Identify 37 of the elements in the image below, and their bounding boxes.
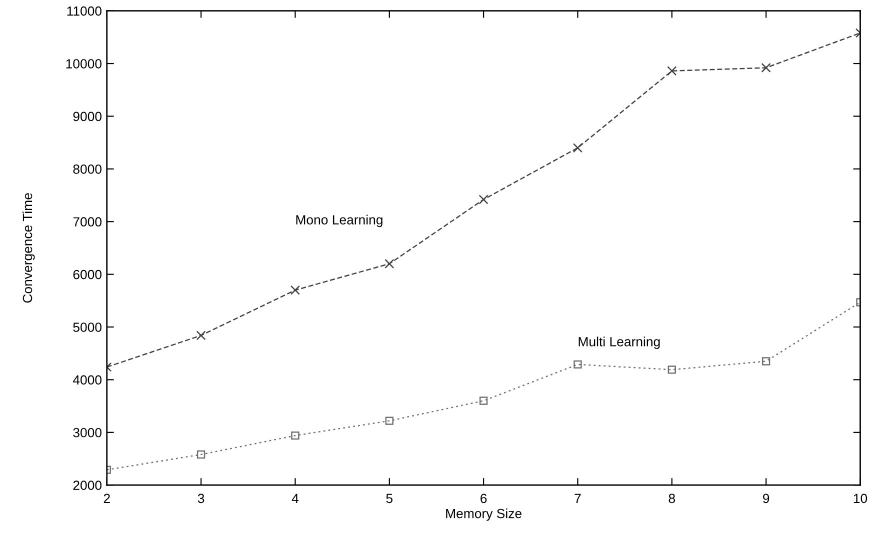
point <box>572 143 583 153</box>
y-tick-label: 5000 <box>73 322 102 332</box>
point <box>667 66 677 76</box>
y-axis-title: Convergence Time <box>22 193 35 303</box>
point <box>196 450 206 459</box>
point <box>479 396 488 405</box>
point <box>478 194 488 204</box>
y-tick-label: 10000 <box>66 59 102 68</box>
y-tick-label: 7000 <box>73 217 102 227</box>
x-tick-label: 3 <box>198 494 204 504</box>
y-tick-label: 9000 <box>73 112 102 122</box>
x-tick-label: 8 <box>668 494 675 504</box>
point <box>385 416 394 425</box>
y-tick-label: 4000 <box>72 375 102 385</box>
x-tick-label: 9 <box>763 494 770 504</box>
y-tick-label: 6000 <box>73 270 102 280</box>
y-tick-label: 2000 <box>73 480 102 490</box>
point <box>761 62 771 73</box>
point <box>668 366 676 374</box>
x-tick-label: 2 <box>104 494 110 503</box>
point <box>384 258 394 269</box>
point <box>574 360 582 369</box>
y-tick-label: 3000 <box>73 428 102 438</box>
x-tick-label: 10 <box>854 494 868 504</box>
point <box>290 285 300 295</box>
x-tick-label: 7 <box>574 494 581 503</box>
x-tick-label: 5 <box>386 494 392 504</box>
series-label: Multi Learning <box>578 336 660 349</box>
x-tick-label: 6 <box>480 494 487 504</box>
x-tick-label: 4 <box>292 494 298 503</box>
text: Mono Learning <box>296 214 382 228</box>
y-tick-label: 8000 <box>73 164 102 174</box>
point <box>196 330 206 340</box>
point <box>762 357 770 366</box>
point <box>291 431 300 440</box>
y-tick-label: 11000 <box>67 6 102 16</box>
x-axis-title: Memory Size <box>446 508 522 521</box>
